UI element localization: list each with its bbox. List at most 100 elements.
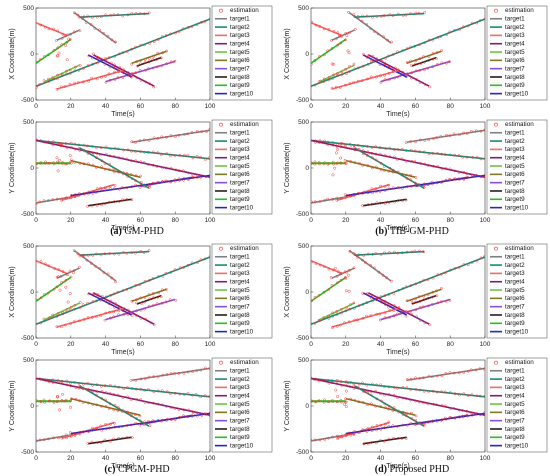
estimation-point-target12 xyxy=(404,414,408,417)
estimation-point-target5 xyxy=(56,312,60,315)
estimation-point-target12 xyxy=(356,14,360,18)
estimation-point-target2 xyxy=(418,280,422,284)
estimation-point-target2 xyxy=(191,393,194,397)
estimation-point-target10 xyxy=(100,428,103,432)
estimation-point-target2 xyxy=(195,23,199,27)
estimation-point-target4 xyxy=(190,172,194,176)
estimation-point-target1 xyxy=(323,199,326,202)
plot-area xyxy=(311,128,485,207)
estimation-point-target2 xyxy=(418,150,421,153)
estimation-point-target12 xyxy=(409,12,412,15)
estimation-point-target9 xyxy=(314,400,318,404)
estimation-point-target2 xyxy=(126,386,129,389)
legend-label-target7: target7 xyxy=(505,179,525,186)
estimation-point-target12 xyxy=(109,13,112,17)
estimation-point-target2 xyxy=(479,157,483,161)
estimation-point-target2 xyxy=(86,64,90,67)
estimation-point-target2 xyxy=(134,387,138,391)
estimation-point-target12 xyxy=(139,12,142,15)
estimation-point-target2 xyxy=(160,35,164,38)
estimation-point-target2 xyxy=(81,303,85,306)
estimation-point-target12 xyxy=(366,252,370,256)
estimation-point-target4 xyxy=(340,383,344,387)
estimation-point-target1 xyxy=(72,11,76,15)
estimation-point-target4 xyxy=(174,168,178,172)
estimation-point-target7 xyxy=(174,299,178,302)
estimation-point-target12 xyxy=(393,250,396,254)
estimation-point-target13 xyxy=(64,323,67,327)
estimation-point-target2 xyxy=(413,149,417,153)
estimation-point-target8 xyxy=(99,441,103,444)
estimation-point-target4 xyxy=(465,172,469,176)
estimation-point-target6 xyxy=(409,59,412,63)
estimation-point-target1 xyxy=(373,266,376,270)
estimation-point-target12 xyxy=(82,15,86,19)
estimation-point-target12 xyxy=(112,13,116,17)
legend-marker-estimation xyxy=(494,122,498,127)
estimation-point-target13 xyxy=(348,82,352,85)
estimation-point-target8 xyxy=(379,439,382,442)
estimation-point-target4 xyxy=(366,150,370,154)
estimation-outlier xyxy=(335,151,338,155)
series-line-target6 xyxy=(70,159,141,178)
estimation-point-target3 xyxy=(314,262,318,265)
estimation-point-target12 xyxy=(122,250,125,254)
estimation-point-target9 xyxy=(331,399,334,402)
estimation-point-target12 xyxy=(108,252,111,255)
series-line-target10 xyxy=(70,412,210,435)
estimation-point-target12 xyxy=(375,397,379,401)
estimation-point-target7 xyxy=(448,299,452,302)
estimation-point-target10 xyxy=(404,75,408,79)
estimation-point-target2 xyxy=(187,25,190,29)
estimation-point-target9 xyxy=(47,53,50,57)
estimation-point-target8 xyxy=(148,297,151,301)
estimation-point-target4 xyxy=(173,407,177,410)
estimation-outlier xyxy=(58,158,61,162)
estimation-point-target6 xyxy=(387,407,391,411)
estimation-outlier xyxy=(68,292,72,296)
estimation-point-target7 xyxy=(147,304,151,308)
estimation-point-target8 xyxy=(130,436,134,439)
estimation-point-target10 xyxy=(147,419,150,423)
estimation-point-target2 xyxy=(169,271,173,274)
estimation-point-target12 xyxy=(388,13,392,17)
estimation-point-target7 xyxy=(170,60,173,64)
estimation-point-target10 xyxy=(113,425,117,429)
estimation-point-target6 xyxy=(73,161,76,164)
estimation-point-target2 xyxy=(396,386,399,390)
y-tick-label: 500 xyxy=(23,357,34,364)
estimation-point-target12 xyxy=(388,166,392,170)
estimation-point-target2 xyxy=(51,140,55,143)
estimation-point-target2 xyxy=(122,387,126,390)
estimation-point-target2 xyxy=(340,311,343,315)
estimation-point-target3 xyxy=(340,196,343,200)
estimation-point-target12 xyxy=(401,14,405,17)
estimation-point-target4 xyxy=(322,379,325,382)
legend-marker-estimation xyxy=(494,360,498,365)
estimation-point-target2 xyxy=(484,157,485,160)
y-tick-label: -500 xyxy=(21,211,34,218)
estimation-point-target2 xyxy=(203,394,207,398)
estimation-point-target2 xyxy=(94,146,98,149)
estimation-point-target9 xyxy=(64,162,68,166)
estimation-point-target2 xyxy=(313,83,317,87)
estimation-point-target12 xyxy=(383,402,387,406)
estimation-point-target10 xyxy=(348,431,351,435)
estimation-outlier xyxy=(65,58,69,62)
estimation-point-target2 xyxy=(199,395,202,399)
estimation-point-target2 xyxy=(130,47,133,51)
estimation-point-target5 xyxy=(319,79,322,83)
y-tick-label: 0 xyxy=(30,165,34,172)
estimation-point-target11 xyxy=(78,29,82,32)
estimation-point-target8 xyxy=(140,302,143,305)
estimation-point-target12 xyxy=(414,181,417,185)
estimation-point-target4 xyxy=(135,397,138,401)
estimation-point-target2 xyxy=(82,382,85,386)
estimation-point-target2 xyxy=(186,392,190,395)
estimation-point-target2 xyxy=(378,146,382,149)
estimation-point-target11 xyxy=(64,34,67,38)
estimation-point-target6 xyxy=(129,173,133,176)
legend-label-target5: target5 xyxy=(505,287,525,294)
